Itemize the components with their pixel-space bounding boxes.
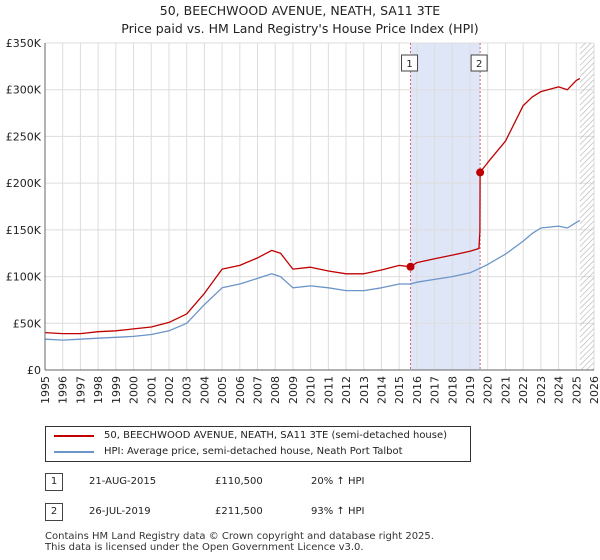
x-tick-label: 2002	[163, 376, 176, 404]
transaction-price: £211,500	[215, 506, 263, 517]
transaction-badge: 2	[45, 503, 63, 521]
transaction-row: 2 26-JUL-2019 £211,500 93% ↑ HPI	[45, 502, 545, 522]
x-tick-label: 2004	[198, 376, 211, 404]
x-tick-label: 2019	[464, 376, 477, 404]
forecast-hatch-area	[579, 43, 594, 370]
transaction-date: 26-JUL-2019	[89, 506, 151, 517]
y-tick-label: £250K	[6, 130, 42, 143]
highlight-band	[410, 43, 481, 370]
legend-swatch-property	[54, 435, 94, 437]
chart-legend: 50, BEECHWOOD AVENUE, NEATH, SA11 3TE (s…	[45, 426, 471, 462]
transaction-hpi-change: 20% ↑ HPI	[311, 476, 365, 487]
y-tick-label: £0	[27, 364, 41, 377]
transaction-marker-box	[470, 54, 488, 72]
transaction-date: 21-AUG-2015	[89, 476, 157, 487]
transaction-marker-box	[401, 54, 419, 72]
x-tick-label: 2003	[181, 376, 194, 404]
x-tick-label: 1996	[57, 376, 70, 404]
x-tick-label: 2023	[535, 376, 548, 404]
y-tick-label: £150K	[6, 224, 42, 237]
x-tick-label: 1995	[39, 376, 52, 404]
y-tick-label: £350K	[6, 37, 42, 50]
footer-line-licence: This data is licensed under the Open Gov…	[45, 542, 364, 553]
transaction-row: 1 21-AUG-2015 £110,500 20% ↑ HPI	[45, 472, 545, 492]
legend-label-property: 50, BEECHWOOD AVENUE, NEATH, SA11 3TE (s…	[104, 430, 448, 441]
x-tick-label: 2008	[269, 376, 282, 404]
x-tick-label: 2021	[499, 376, 512, 404]
x-tick-label: 1999	[110, 376, 123, 404]
footer-attribution: Contains HM Land Registry data © Crown c…	[45, 531, 434, 553]
x-tick-label: 2006	[234, 376, 247, 404]
x-tick-label: 2016	[411, 376, 424, 404]
x-tick-label: 2005	[216, 376, 229, 404]
y-tick-label: £100K	[6, 271, 42, 284]
x-tick-label: 2014	[375, 376, 388, 404]
x-tick-label: 2007	[252, 376, 265, 404]
transaction-marker-label: 1	[406, 59, 412, 70]
x-tick-label: 1998	[92, 376, 105, 404]
x-tick-label: 2020	[482, 376, 495, 404]
transaction-badge: 1	[45, 473, 63, 491]
sale-point	[406, 262, 415, 271]
x-tick-label: 2026	[588, 376, 600, 404]
x-tick-label: 2010	[305, 376, 318, 404]
y-tick-label: £50K	[13, 317, 42, 330]
footer-line-copyright: Contains HM Land Registry data © Crown c…	[45, 531, 434, 542]
y-tick-label: £300K	[6, 84, 42, 97]
price-chart: 1 2 £0 £50K £100K £150K £200K £250K £300K £350K 19…	[6, 37, 600, 404]
y-tick-label: £200K	[6, 177, 42, 190]
series-line-hpi	[44, 219, 581, 341]
x-tick-label: 2000	[128, 376, 141, 404]
chart-title: 50, BEECHWOOD AVENUE, NEATH, SA11 3TE	[159, 3, 441, 18]
chart-subtitle: Price paid vs. HM Land Registry's House …	[121, 21, 479, 36]
sale-point	[476, 168, 485, 177]
x-tick-label: 2022	[517, 376, 530, 404]
x-tick-label: 2025	[570, 376, 583, 404]
x-tick-label: 2013	[358, 376, 371, 404]
x-tick-label: 2009	[287, 376, 300, 404]
x-tick-label: 2018	[446, 376, 459, 404]
x-tick-label: 2015	[393, 376, 406, 404]
x-tick-label: 2017	[429, 376, 442, 404]
x-tick-label: 2012	[340, 376, 353, 404]
legend-label-hpi: HPI: Average price, semi-detached house,…	[104, 446, 403, 457]
x-tick-label: 2011	[322, 376, 335, 404]
x-tick-label: 2024	[553, 376, 566, 404]
x-tick-label: 2001	[145, 376, 158, 404]
transaction-hpi-change: 93% ↑ HPI	[311, 506, 365, 517]
transaction-marker-label: 2	[476, 59, 482, 70]
transaction-price: £110,500	[215, 476, 263, 487]
legend-swatch-hpi	[54, 451, 94, 453]
x-tick-label: 1997	[74, 376, 87, 404]
series-line-property	[44, 77, 581, 335]
